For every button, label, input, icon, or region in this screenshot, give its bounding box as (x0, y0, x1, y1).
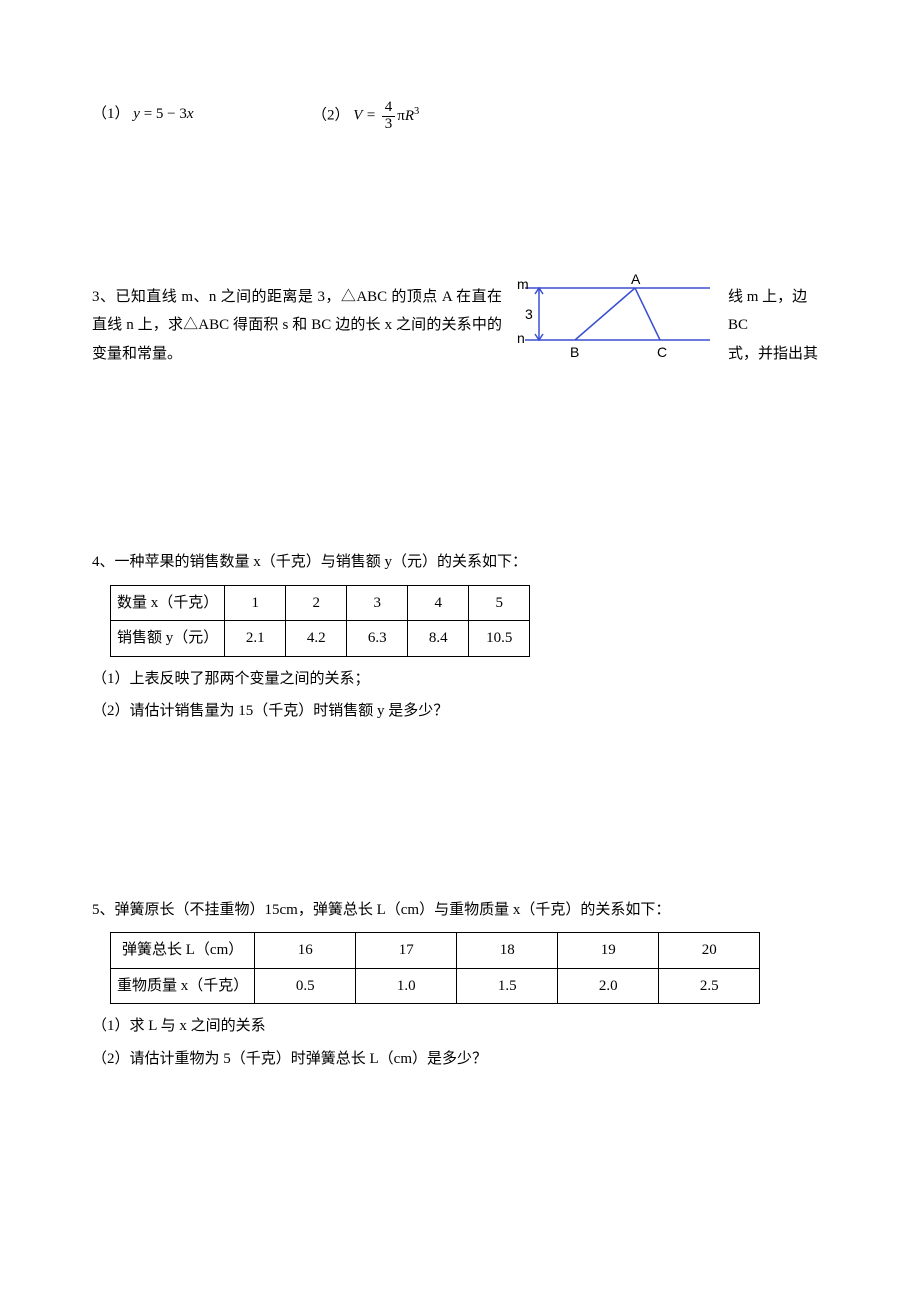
q4-cell: 6.3 (347, 621, 408, 657)
q4-cell: 10.5 (469, 621, 530, 657)
q5-cell: 1.0 (356, 968, 457, 1004)
question-3-text-left: 3、已知直线 m、n 之间的距离是 3，△ABC 的顶点 A 在直在直线 n 上… (92, 283, 502, 369)
q4-cell: 2 (286, 585, 347, 621)
question-3-text-right: 线 m 上，边 BC 式，并指出其 (728, 283, 828, 369)
q4-cell: 3 (347, 585, 408, 621)
table-row: 销售额 y（元） 2.1 4.2 6.3 8.4 10.5 (111, 621, 530, 657)
q4-sub2: （2）请估计销售量为 15（千克）时销售额 y 是多少？ (92, 697, 828, 726)
q5-cell: 2.0 (558, 968, 659, 1004)
label-b: B (570, 344, 579, 360)
q4-cell: 2.1 (225, 621, 286, 657)
fraction-denominator: 3 (382, 117, 396, 133)
question-5: 5、弹簧原长（不挂重物）15cm，弹簧总长 L（cm）与重物质量 x（千克）的关… (92, 896, 828, 1074)
question-3: 3、已知直线 m、n 之间的距离是 3，△ABC 的顶点 A 在直在直线 n 上… (92, 283, 828, 379)
q3-right-line2: 式，并指出其 (728, 340, 828, 369)
formula-2-suffix: πR3 (397, 108, 419, 124)
q4-table: 数量 x（千克） 1 2 3 4 5 销售额 y（元） 2.1 4.2 6.3 … (110, 585, 530, 657)
q5-cell: 17 (356, 933, 457, 969)
label-n: n (517, 330, 525, 346)
table-row: 重物质量 x（千克） 0.5 1.0 1.5 2.0 2.5 (111, 968, 760, 1004)
question-2-formulas: （1） y = 5 − 3x （2） V = 4 3 πR3 (92, 100, 828, 133)
label-c: C (657, 344, 667, 360)
label-3: 3 (525, 306, 533, 322)
q5-sub2: （2）请估计重物为 5（千克）时弹簧总长 L（cm）是多少？ (92, 1045, 828, 1074)
q5-sub1: （1）求 L 与 x 之间的关系 (92, 1012, 828, 1041)
q4-cell: 5 (469, 585, 530, 621)
formula-1: （1） y = 5 − 3x (92, 100, 312, 133)
table-row: 弹簧总长 L（cm） 16 17 18 19 20 (111, 933, 760, 969)
formula-1-label: （1） (92, 106, 130, 122)
q5-cell: 1.5 (457, 968, 558, 1004)
q4-cell: 8.4 (408, 621, 469, 657)
q5-row1-label: 弹簧总长 L（cm） (111, 933, 255, 969)
q4-row2-label: 销售额 y（元） (111, 621, 225, 657)
formula-1-expr: y = 5 − 3x (133, 106, 193, 122)
fraction-numerator: 4 (382, 100, 396, 117)
q4-cell: 1 (225, 585, 286, 621)
question-4: 4、一种苹果的销售数量 x（千克）与销售额 y（元）的关系如下： 数量 x（千克… (92, 548, 828, 726)
q5-cell: 20 (659, 933, 760, 969)
formula-2-fraction: 4 3 (382, 100, 396, 133)
q5-cell: 2.5 (659, 968, 760, 1004)
q5-cell: 18 (457, 933, 558, 969)
q4-sub1: （1）上表反映了那两个变量之间的关系； (92, 665, 828, 694)
formula-2-prefix: V = (353, 108, 376, 124)
label-m: m (517, 276, 529, 292)
q5-intro: 5、弹簧原长（不挂重物）15cm，弹簧总长 L（cm）与重物质量 x（千克）的关… (92, 896, 828, 925)
q5-cell: 16 (255, 933, 356, 969)
page: （1） y = 5 − 3x （2） V = 4 3 πR3 3、已知直线 m、… (0, 0, 920, 1177)
q4-cell: 4 (408, 585, 469, 621)
q5-cell: 0.5 (255, 968, 356, 1004)
q5-cell: 19 (558, 933, 659, 969)
q4-cell: 4.2 (286, 621, 347, 657)
triangle-diagram: m n 3 A B C (515, 273, 715, 379)
q3-right-line1: 线 m 上，边 BC (728, 283, 828, 340)
q5-row2-label: 重物质量 x（千克） (111, 968, 255, 1004)
q4-intro: 4、一种苹果的销售数量 x（千克）与销售额 y（元）的关系如下： (92, 548, 828, 577)
formula-2: （2） V = 4 3 πR3 (312, 100, 419, 133)
table-row: 数量 x（千克） 1 2 3 4 5 (111, 585, 530, 621)
label-a: A (631, 273, 641, 287)
q5-table: 弹簧总长 L（cm） 16 17 18 19 20 重物质量 x（千克） 0.5… (110, 932, 760, 1004)
formula-2-label: （2） (312, 108, 350, 124)
q4-row1-label: 数量 x（千克） (111, 585, 225, 621)
